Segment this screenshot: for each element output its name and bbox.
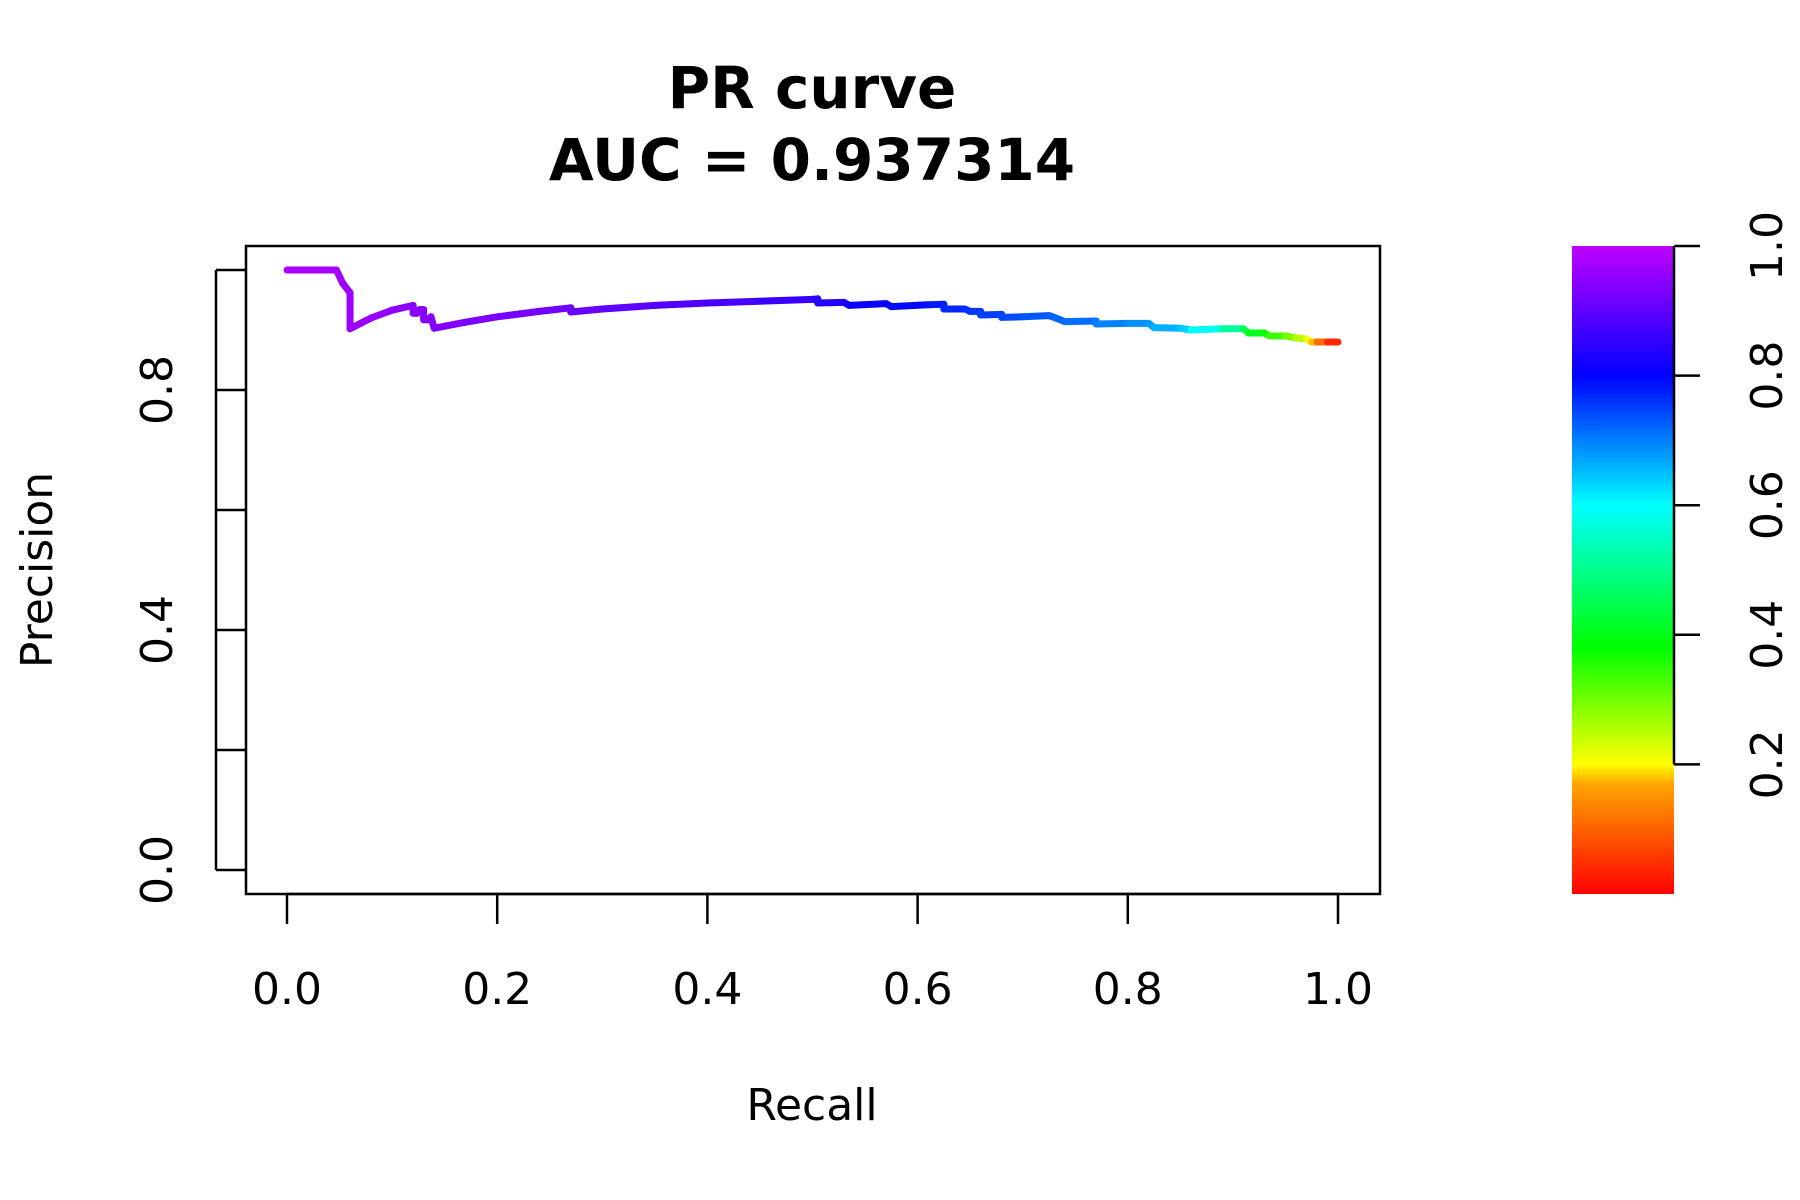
curve-segment [998,313,1027,321]
x-axis: 0.0 0.2 0.4 0.6 0.8 1.0 [252,892,1373,1015]
curve-segment [651,299,711,309]
x-tick-label: 0.2 [462,964,532,1015]
curve-segment [703,297,764,307]
curve-segment [493,307,543,321]
curve-segment [388,301,417,314]
curve-segment [1092,319,1132,328]
curve-segment [430,318,470,332]
curve-segment [367,306,396,322]
curve-segment [845,300,890,309]
colorbar-axis: 0.2 0.4 0.6 0.8 1.0 [1672,211,1793,799]
chart-title-line2: AUC = 0.937314 [549,126,1075,194]
colorbar-tick-label: 0.4 [1742,600,1793,670]
plot-frame [244,244,1382,896]
curve-segment [598,301,659,313]
curve-segment [535,304,575,315]
x-tick-label: 0.8 [1093,964,1163,1015]
curve-segment [814,298,848,307]
chart-title-line1: PR curve [668,54,957,122]
y-tick-label: 0.0 [132,835,183,905]
colorbar-tick-label: 0.2 [1742,729,1793,799]
curve-segment [462,313,501,326]
curve-segment [1019,312,1053,321]
x-tick-label: 1.0 [1303,964,1373,1015]
curve-segment [567,305,606,316]
curve-segment [756,295,816,305]
curve-segment [977,310,1006,319]
y-axis-label: Precision [12,472,63,668]
curve-segment [1150,324,1184,332]
curve-segment [346,314,375,333]
curve-segment [1187,325,1226,334]
x-axis-label: Recall [746,1080,877,1131]
curve-segment [887,301,932,311]
y-tick-label: 0.4 [132,595,183,665]
pr-curve-series [283,266,1342,346]
x-tick-label: 0.0 [252,964,322,1015]
colorbar-tick-label: 0.6 [1742,470,1793,540]
x-tick-label: 0.4 [672,964,742,1015]
colorbar [1572,246,1674,894]
x-tick-label: 0.6 [883,964,953,1015]
curve-segment [1061,317,1100,326]
colorbar-tick-label: 1.0 [1742,211,1793,281]
y-tick-label: 0.8 [132,355,183,425]
y-axis: 0.0 0.4 0.8 [132,268,246,905]
colorbar-tick-label: 0.8 [1742,341,1793,411]
